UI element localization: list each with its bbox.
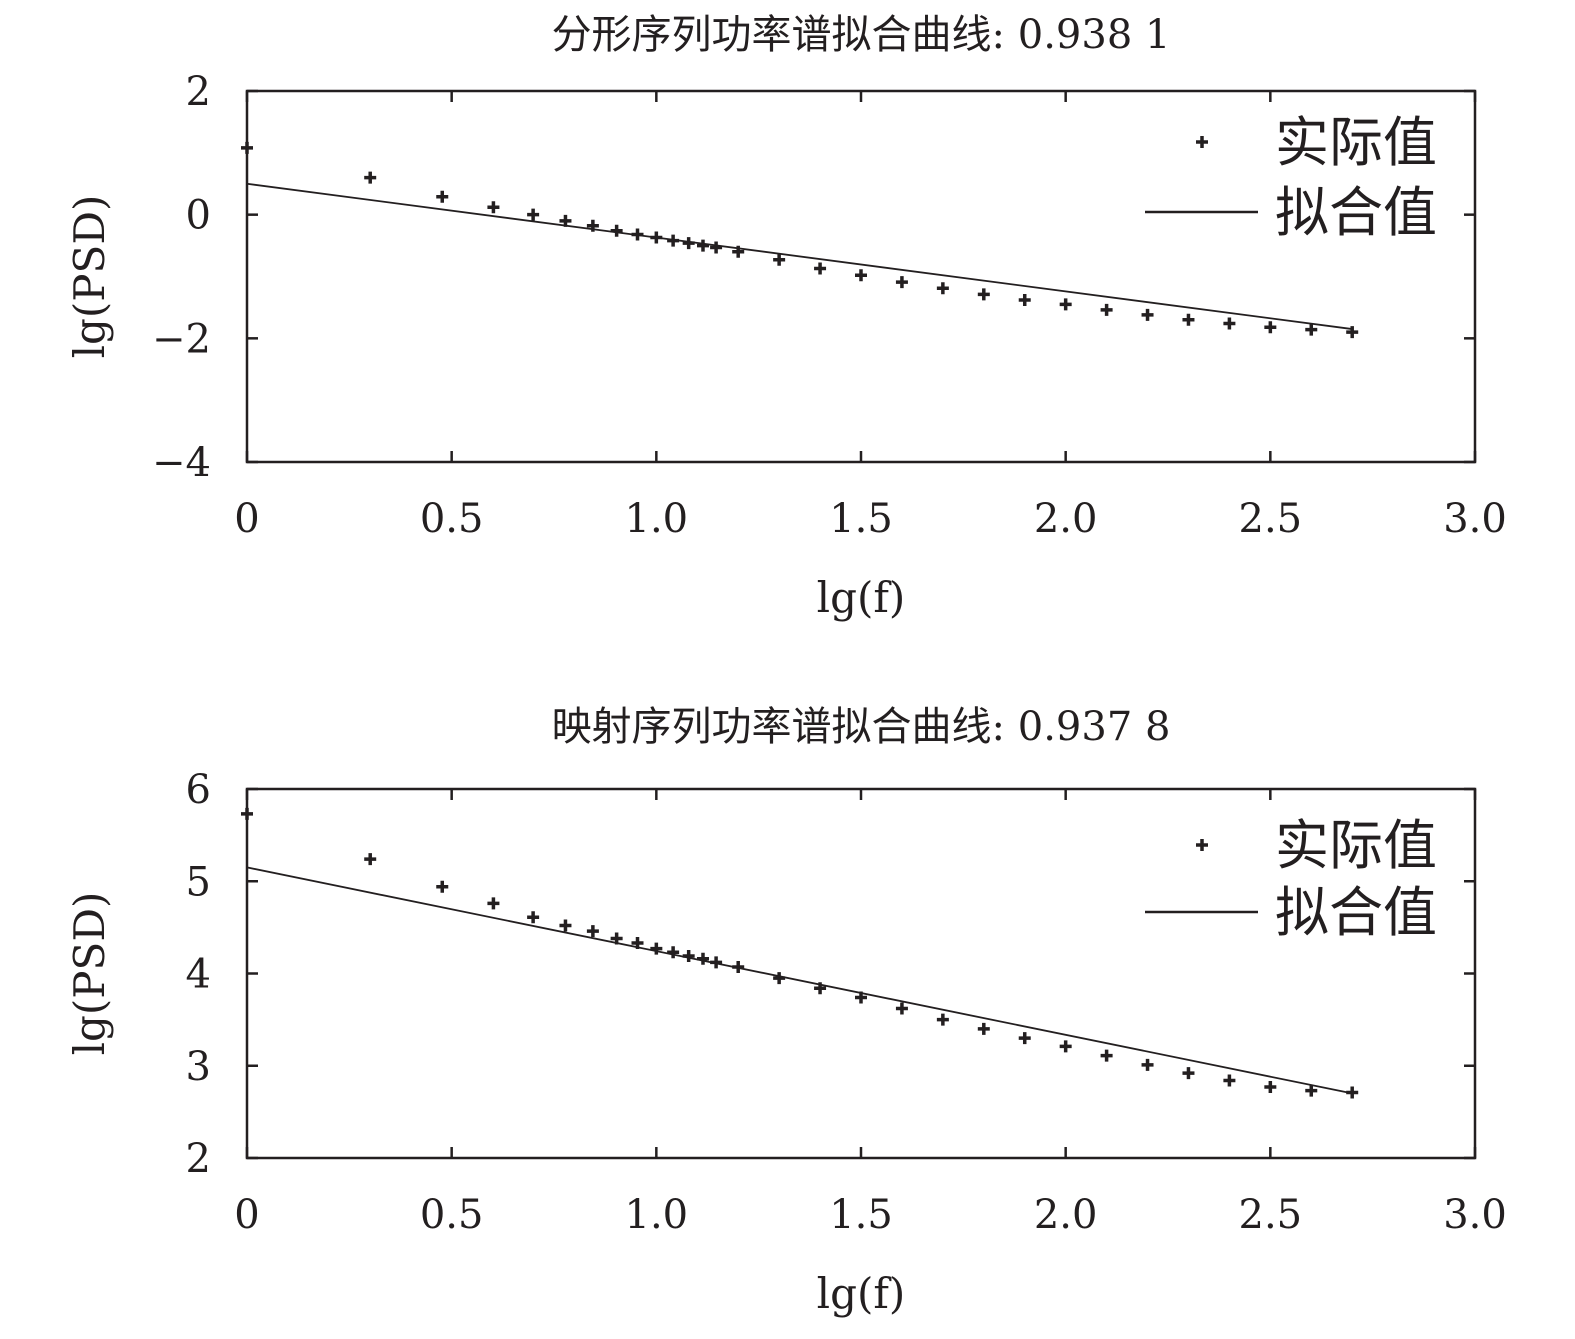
x-tick-label: 2.0	[1034, 1192, 1098, 1238]
data-point	[1182, 313, 1195, 326]
x-axis-label: lg(f)	[817, 573, 906, 622]
data-point	[936, 1013, 949, 1026]
data-point	[773, 253, 786, 266]
data-point	[1059, 1040, 1072, 1053]
data-point	[1182, 1067, 1195, 1080]
y-tick-label: 3	[186, 1044, 211, 1090]
data-point	[487, 201, 500, 214]
data-point	[364, 853, 377, 866]
y-tick-label: 0	[186, 193, 211, 239]
y-axis-label: lg(PSD)	[65, 195, 114, 359]
data-point	[1223, 1074, 1236, 1087]
data-point	[977, 1022, 990, 1035]
data-point	[241, 807, 253, 820]
data-point	[1264, 1080, 1277, 1093]
data-point	[364, 171, 377, 184]
x-tick-label: 3.0	[1443, 496, 1507, 542]
y-axis-label: lg(PSD)	[65, 892, 114, 1056]
x-tick-label: 1.0	[625, 496, 689, 542]
data-point	[436, 190, 449, 203]
data-point	[527, 911, 540, 924]
data-point	[1305, 323, 1318, 336]
data-point	[895, 1002, 908, 1015]
x-tick-label: 2.5	[1239, 1192, 1303, 1238]
chart-title: 映射序列功率谱拟合曲线: 0.937 8	[552, 704, 1171, 750]
data-point	[241, 141, 253, 154]
data-point	[977, 288, 990, 301]
data-point	[1346, 326, 1359, 339]
data-point	[667, 946, 680, 959]
data-point	[1264, 321, 1277, 334]
chart-title: 分形序列功率谱拟合曲线: 0.938 1	[552, 12, 1171, 58]
data-point	[1100, 1049, 1113, 1062]
data-point	[1100, 303, 1113, 316]
legend-label: 拟合值	[1275, 181, 1437, 244]
data-point	[610, 224, 623, 237]
data-point	[1141, 1058, 1154, 1071]
data-point	[436, 880, 449, 893]
y-tick-label: 6	[186, 767, 211, 813]
actual-series	[241, 807, 1359, 1099]
data-point	[1018, 293, 1031, 306]
data-point	[814, 262, 827, 275]
data-point	[855, 269, 867, 282]
x-axis-label: lg(f)	[817, 1269, 906, 1318]
x-tick-label: 3.0	[1443, 1192, 1507, 1238]
fit-line	[246, 182, 1353, 330]
x-tick-label: 2.5	[1239, 496, 1303, 542]
data-point	[586, 925, 599, 938]
legend-marker-plus	[1196, 839, 1208, 851]
chart-panel-2: 映射序列功率谱拟合曲线: 0.937 8 0 0.5 1.0 1.5 2.0 2.5 3.0 6…	[65, 704, 1507, 1318]
data-point	[895, 276, 908, 289]
legend-marker-plus	[1196, 136, 1208, 148]
y-tick-label: 5	[186, 859, 211, 905]
data-point	[696, 952, 709, 965]
data-point	[527, 208, 540, 221]
x-tick-label: 0	[234, 496, 259, 542]
data-point	[682, 949, 695, 962]
x-tick-label: 1.5	[829, 1192, 893, 1238]
legend-label: 实际值	[1275, 111, 1437, 174]
data-point	[773, 972, 786, 985]
chart-panel-1: 分形序列功率谱拟合曲线: 0.938 1 0 0.5 1.0 1.5 2.0 2.5 3.0 2…	[65, 12, 1507, 622]
y-tick-label: 4	[186, 952, 211, 998]
data-point	[487, 897, 500, 910]
x-tick-label: 1.0	[625, 1192, 689, 1238]
x-tick-label: 0.5	[420, 496, 484, 542]
y-tick-label: 2	[186, 69, 211, 115]
fit-line	[246, 866, 1353, 1095]
data-point	[1141, 308, 1154, 321]
data-point	[559, 919, 572, 932]
y-tick-label: 2	[186, 1136, 211, 1182]
x-tick-label: 2.0	[1034, 496, 1098, 542]
data-point	[1059, 298, 1072, 311]
data-point	[696, 239, 709, 252]
x-tick-label: 0.5	[420, 1192, 484, 1238]
y-tick-label: −4	[152, 440, 211, 486]
x-tick-label: 0	[234, 1192, 259, 1238]
data-point	[650, 942, 663, 955]
data-point	[1305, 1084, 1318, 1097]
x-tick-label: 1.5	[829, 496, 893, 542]
data-point	[936, 282, 949, 295]
data-point	[710, 241, 723, 254]
data-point	[1018, 1032, 1031, 1045]
data-point	[1223, 317, 1236, 330]
y-tick-label: −2	[152, 316, 211, 362]
legend-label: 实际值	[1275, 814, 1437, 877]
legend-label: 拟合值	[1275, 881, 1437, 944]
